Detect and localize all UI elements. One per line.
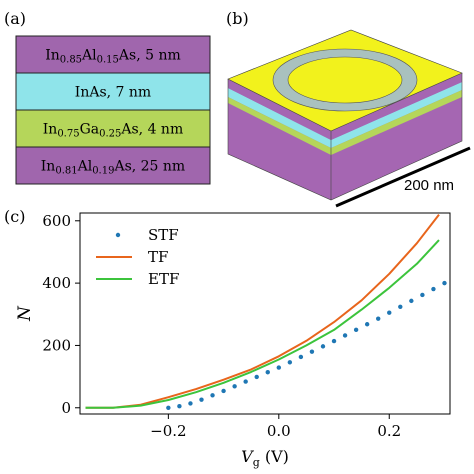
left-face-inas — [228, 88, 331, 148]
layer-label: InAs, 7 nm — [75, 85, 151, 101]
layer-label: In0.75Ga0.25As, 4 nm — [43, 122, 183, 140]
stf-point — [232, 384, 237, 389]
right-face-ingaas — [331, 90, 462, 155]
stf-point — [342, 333, 348, 338]
layer-box — [15, 35, 211, 74]
y-tick-label: 600 — [42, 212, 71, 230]
y-tick-label: 0 — [61, 399, 71, 417]
panel-b-label: (b) — [226, 9, 249, 28]
y-axis-label: N — [15, 305, 35, 322]
x-tick-label: 0.2 — [377, 422, 401, 440]
left-face-barrier — [228, 81, 331, 140]
panel-a: (a) In0.85Al0.15As, 5 nm InAs, 7 nm In0.75… — [4, 9, 211, 185]
stf-point — [210, 393, 215, 398]
stf-point — [298, 354, 304, 360]
device-3d-block — [227, 29, 463, 201]
x-axis-label: Vg (V) — [241, 447, 289, 469]
scale-bar — [335, 146, 471, 208]
layer-box — [15, 109, 211, 148]
layer-label: In0.81Al0.19As, 25 nm — [41, 159, 185, 177]
x-tick-label: −0.2 — [150, 422, 186, 440]
stf-point — [309, 349, 315, 354]
stf-point — [287, 360, 293, 365]
stf-point — [353, 327, 359, 333]
panel-c: (c) −0.2 0.0 0.2 0 200 400 600 Vg (V) N STF TF ETF — [4, 207, 451, 469]
left-face-ingaas — [228, 97, 331, 155]
layer-label: In0.85Al0.15As, 5 nm — [45, 48, 181, 66]
right-face-barrier — [331, 75, 462, 140]
stf-point — [364, 322, 370, 327]
right-face-inas — [331, 82, 462, 148]
stf-point — [387, 310, 392, 315]
panel-a-label: (a) — [4, 9, 26, 28]
layer-box — [15, 72, 211, 111]
y-tick-label: 400 — [42, 274, 71, 292]
stf-point — [420, 292, 425, 298]
stf-point — [431, 286, 436, 292]
stf-point — [243, 379, 248, 384]
stf-point — [254, 374, 259, 380]
chart-area: −0.2 0.0 0.2 0 200 400 600 Vg (V) N STF TF ETF — [15, 212, 451, 469]
stf-point — [177, 404, 182, 409]
stf-point — [376, 316, 381, 321]
legend-marker — [115, 232, 121, 238]
plot-frame — [79, 212, 451, 415]
stf-point — [398, 304, 403, 309]
scale-bar-label: 200 nm — [404, 177, 454, 194]
layer-box — [15, 146, 211, 185]
ring-inner-disk — [287, 56, 403, 104]
legend-label: STF — [148, 226, 179, 244]
stf-point — [188, 401, 193, 406]
stf-point — [320, 344, 326, 349]
tf-line — [85, 213, 440, 409]
stf-point — [409, 298, 414, 304]
stf-point — [331, 338, 337, 344]
x-tick-label: 0.0 — [267, 422, 291, 440]
legend-label: ETF — [148, 270, 179, 288]
y-tick-label: 200 — [42, 336, 71, 354]
etf-line — [85, 239, 440, 409]
stf-point — [442, 280, 447, 286]
stf-point — [199, 397, 204, 402]
panel-b: (b) 200 nm — [226, 9, 471, 208]
stf-point — [276, 365, 282, 370]
stf-point — [166, 405, 171, 410]
layer-stack: In0.85Al0.15As, 5 nm InAs, 7 nm In0.75Ga0.… — [15, 35, 211, 185]
stf-point — [221, 388, 226, 394]
legend-label: TF — [148, 248, 168, 266]
stf-point — [265, 370, 270, 375]
panel-c-label: (c) — [4, 207, 25, 226]
